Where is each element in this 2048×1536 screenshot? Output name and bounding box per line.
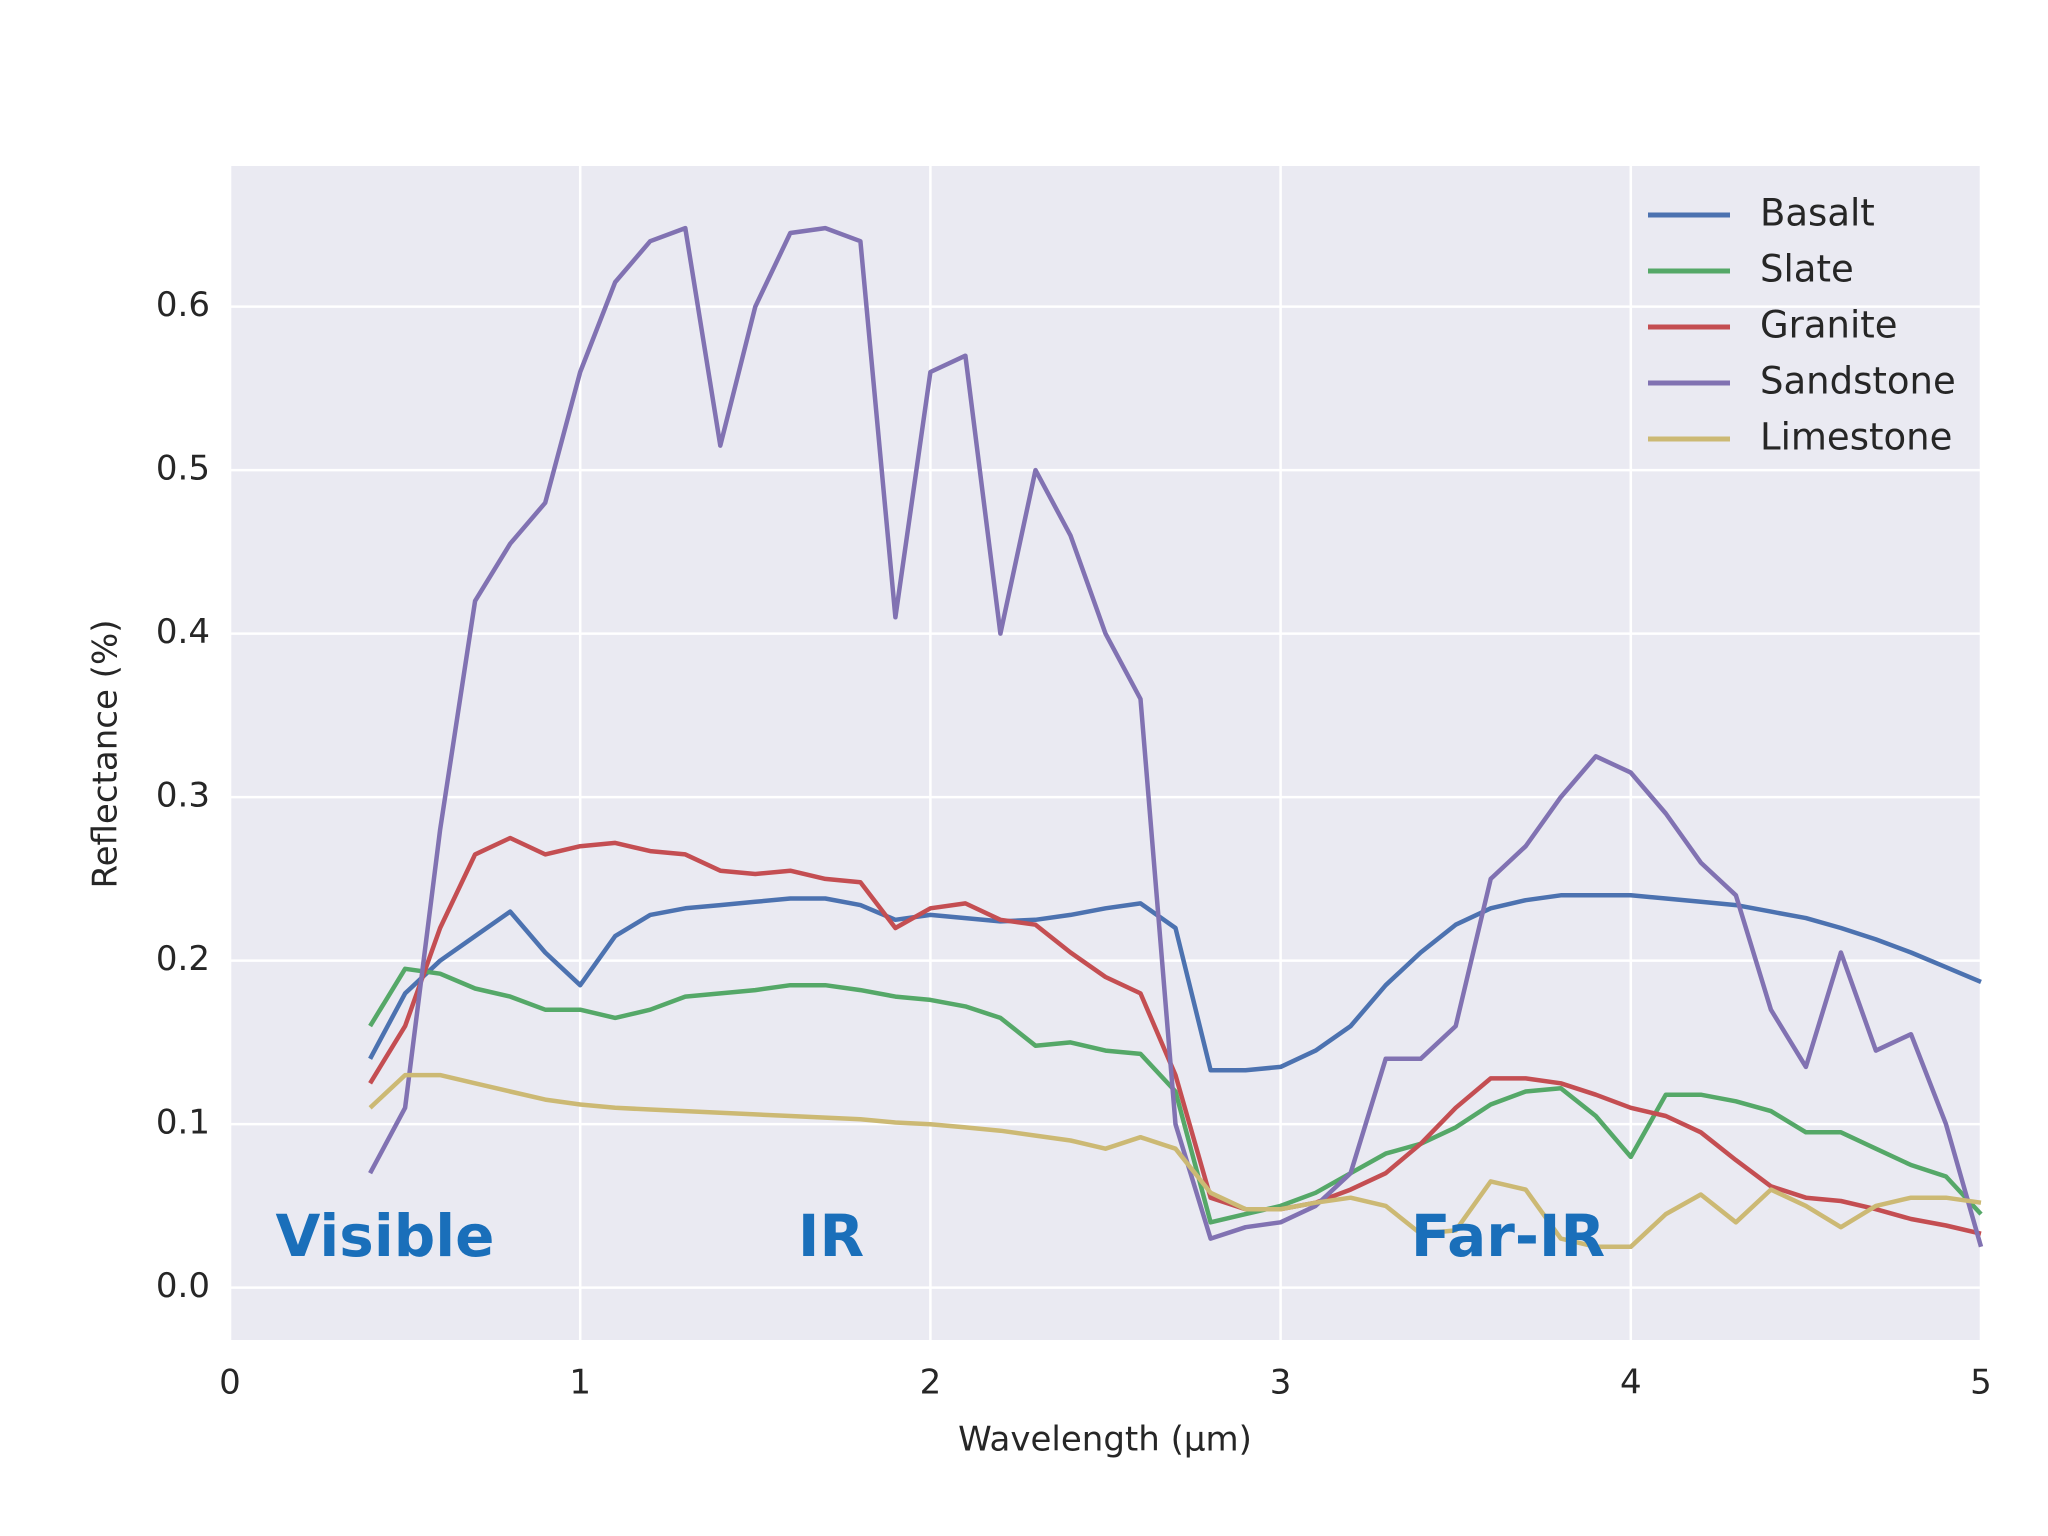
- x-axis-label: Wavelength (μm): [958, 1420, 1252, 1460]
- y-tick-label: 0.2: [156, 939, 210, 979]
- series-line: [368, 835, 1982, 1236]
- series-line: [368, 893, 1982, 1073]
- x-tick-label: 5: [1970, 1363, 1992, 1403]
- series-line: [368, 966, 1983, 1225]
- x-tick-label: 3: [1270, 1363, 1292, 1403]
- legend-label: Sandstone: [1760, 360, 1956, 403]
- plot-area: [230, 166, 1981, 1340]
- x-tick-label: 0: [219, 1363, 241, 1403]
- y-axis-label: Reflectance (%): [86, 619, 126, 888]
- y-tick-label: 0.1: [156, 1103, 210, 1143]
- lines: [368, 225, 1984, 1250]
- x-tick-label: 2: [920, 1363, 942, 1403]
- y-tick-label: 0.5: [156, 449, 210, 489]
- y-tick-label: 0.6: [156, 285, 210, 325]
- series-line: [368, 225, 1984, 1248]
- legend-label: Slate: [1760, 248, 1854, 291]
- legend-label: Limestone: [1760, 416, 1952, 459]
- series-line: [368, 1072, 1982, 1250]
- grid: [228, 166, 1983, 1340]
- legend-label: Basalt: [1760, 192, 1875, 235]
- x-tick-label: 4: [1620, 1363, 1642, 1403]
- legend-label: Granite: [1760, 304, 1898, 347]
- annotation: IR: [798, 1202, 864, 1270]
- annotation: Far-IR: [1411, 1202, 1605, 1270]
- x-tick-label: 1: [569, 1363, 591, 1403]
- y-tick-label: 0.0: [156, 1266, 210, 1306]
- y-tick-label: 0.4: [156, 612, 210, 652]
- annotation: Visible: [276, 1202, 495, 1270]
- y-tick-label: 0.3: [156, 776, 210, 816]
